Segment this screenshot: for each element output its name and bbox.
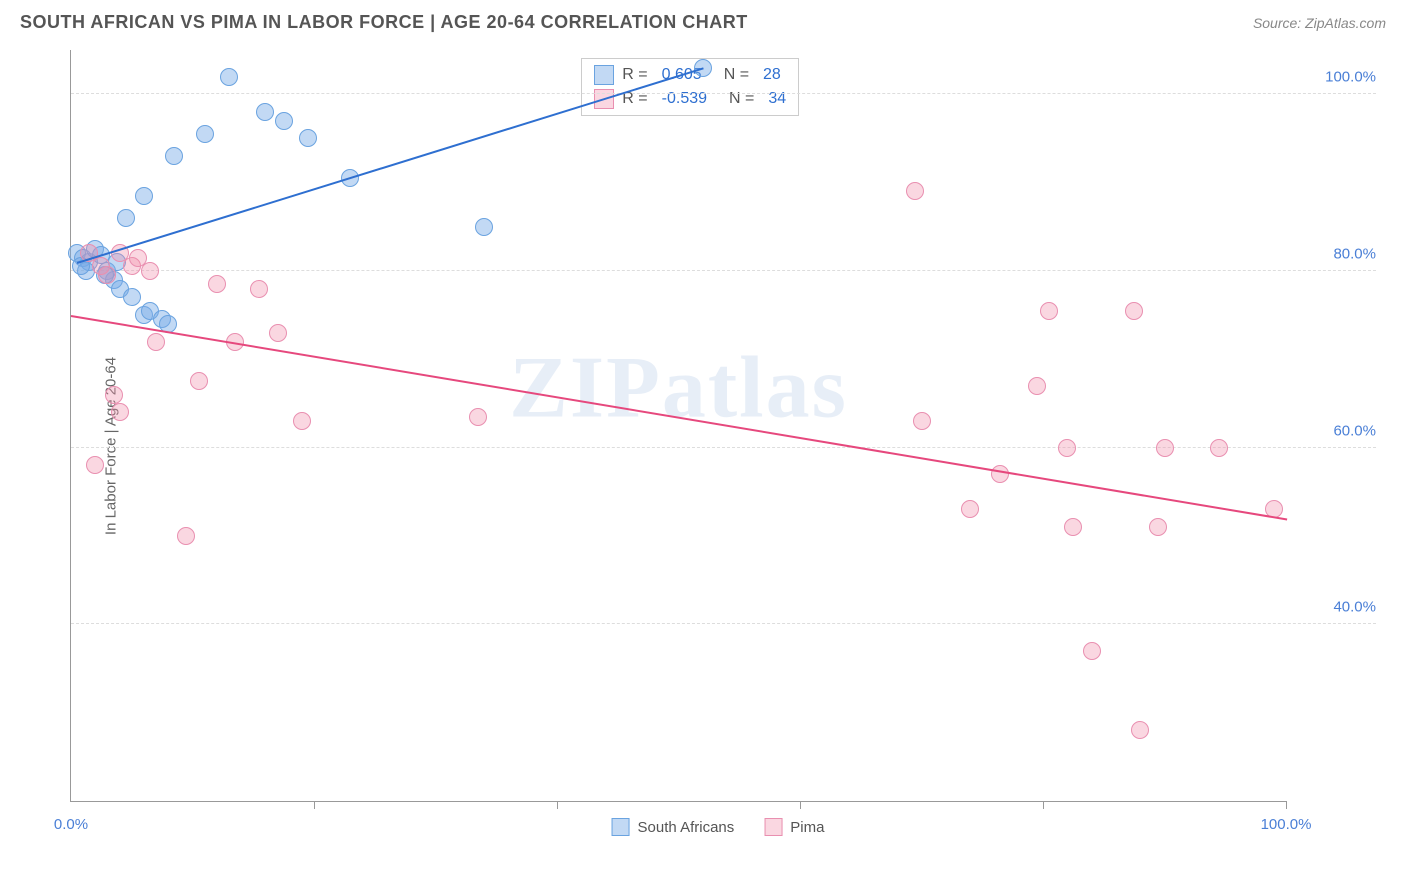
x-max-label: 100.0%	[1261, 816, 1312, 833]
y-tick-label: 100.0%	[1296, 69, 1376, 86]
data-point	[208, 275, 226, 293]
data-point	[275, 112, 293, 130]
data-point	[269, 324, 287, 342]
legend-swatch	[594, 65, 614, 85]
legend-item: Pima	[764, 818, 824, 836]
data-point	[906, 182, 924, 200]
y-tick-label: 80.0%	[1296, 245, 1376, 262]
data-point	[256, 103, 274, 121]
data-point	[1028, 377, 1046, 395]
correlation-legend: R = 0.605N = 28R = -0.539N = 34	[581, 58, 799, 116]
legend-label: South Africans	[638, 819, 735, 836]
watermark: ZIPatlas	[509, 337, 848, 438]
legend-r-label: R =	[622, 66, 647, 84]
data-point	[469, 408, 487, 426]
y-tick-label: 40.0%	[1296, 599, 1376, 616]
chart-container: In Labor Force | Age 20-64 ZIPatlas R = …	[50, 50, 1386, 842]
data-point	[147, 333, 165, 351]
data-point	[141, 262, 159, 280]
gridline	[71, 93, 1376, 94]
data-point	[1040, 302, 1058, 320]
data-point	[165, 147, 183, 165]
data-point	[299, 129, 317, 147]
data-point	[913, 412, 931, 430]
data-point	[250, 280, 268, 298]
legend-swatch	[764, 818, 782, 836]
y-tick-label: 60.0%	[1296, 422, 1376, 439]
x-tick	[800, 801, 801, 809]
x-tick	[1286, 801, 1287, 809]
data-point	[86, 456, 104, 474]
data-point	[475, 218, 493, 236]
data-point	[123, 288, 141, 306]
data-point	[117, 209, 135, 227]
data-point	[961, 500, 979, 518]
legend-row: R = -0.539N = 34	[594, 87, 786, 111]
data-point	[135, 187, 153, 205]
legend-swatch	[612, 818, 630, 836]
data-point	[1149, 518, 1167, 536]
data-point	[1064, 518, 1082, 536]
x-tick	[314, 801, 315, 809]
gridline	[71, 270, 1376, 271]
legend-n-label: N =	[724, 66, 749, 84]
plot-area: ZIPatlas R = 0.605N = 28R = -0.539N = 34…	[70, 50, 1286, 802]
series-legend: South Africans Pima	[612, 818, 825, 836]
data-point	[105, 386, 123, 404]
data-point	[220, 68, 238, 86]
data-point	[293, 412, 311, 430]
legend-row: R = 0.605N = 28	[594, 63, 786, 87]
x-tick	[1043, 801, 1044, 809]
data-point	[1083, 642, 1101, 660]
chart-title: SOUTH AFRICAN VS PIMA IN LABOR FORCE | A…	[20, 12, 748, 33]
data-point	[111, 403, 129, 421]
data-point	[991, 465, 1009, 483]
data-point	[177, 527, 195, 545]
trend-line	[77, 68, 704, 265]
data-point	[1058, 439, 1076, 457]
data-point	[1125, 302, 1143, 320]
chart-source: Source: ZipAtlas.com	[1253, 15, 1386, 31]
data-point	[1131, 721, 1149, 739]
gridline	[71, 447, 1376, 448]
data-point	[98, 266, 116, 284]
data-point	[190, 372, 208, 390]
x-min-label: 0.0%	[54, 816, 88, 833]
trend-line	[71, 315, 1287, 520]
legend-n-value: 28	[763, 66, 781, 84]
gridline	[71, 623, 1376, 624]
data-point	[1210, 439, 1228, 457]
legend-item: South Africans	[612, 818, 735, 836]
x-tick	[557, 801, 558, 809]
data-point	[196, 125, 214, 143]
legend-label: Pima	[790, 819, 824, 836]
data-point	[1156, 439, 1174, 457]
chart-header: SOUTH AFRICAN VS PIMA IN LABOR FORCE | A…	[0, 0, 1406, 41]
